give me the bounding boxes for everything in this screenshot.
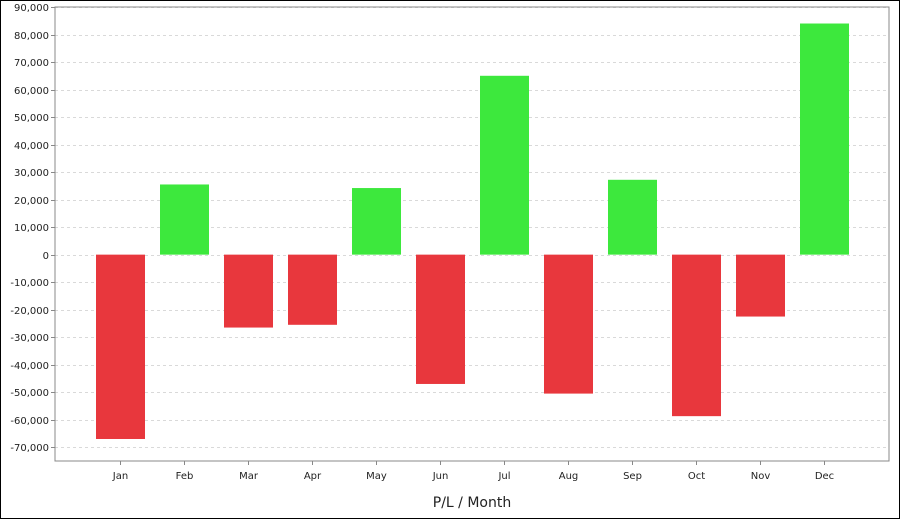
grid-lines xyxy=(55,7,889,448)
bar-nov xyxy=(736,254,785,317)
x-tick-label: Sep xyxy=(623,471,642,482)
bar-apr xyxy=(288,254,337,325)
y-tick-label: -70,000 xyxy=(10,443,49,454)
bar-sep xyxy=(608,179,657,255)
y-tick-label: 50,000 xyxy=(14,113,49,124)
y-tick-label: 80,000 xyxy=(14,31,49,42)
y-tick-label: 70,000 xyxy=(14,58,49,69)
bar-mar xyxy=(224,254,273,328)
y-tick-label: -60,000 xyxy=(10,416,49,427)
bar-jul xyxy=(480,75,529,255)
x-tick-label: Jul xyxy=(497,471,510,482)
y-tick-label: 10,000 xyxy=(14,223,49,234)
x-tick-label: Feb xyxy=(176,471,194,482)
x-tick-label: Apr xyxy=(304,471,322,482)
x-tick-label: May xyxy=(366,471,387,482)
bar-dec xyxy=(800,23,849,255)
y-axis: -70,000 -60,000 -50,000 -40,000 -30,000 -20,0… xyxy=(10,3,55,454)
x-tick-label: Mar xyxy=(239,471,259,482)
y-tick-label: 30,000 xyxy=(14,168,49,179)
x-tick-label: Aug xyxy=(559,471,579,482)
y-tick-label: -40,000 xyxy=(10,361,49,372)
bar-feb xyxy=(160,184,209,255)
bar-jan xyxy=(96,254,145,439)
y-tick-label: -30,000 xyxy=(10,333,49,344)
y-tick-label: 60,000 xyxy=(14,86,49,97)
y-tick-label: 0 xyxy=(43,251,49,262)
x-axis-title: P/L / Month xyxy=(433,495,511,511)
y-tick-label: 90,000 xyxy=(14,3,49,14)
x-tick-label: Oct xyxy=(688,471,705,482)
x-tick-label: Dec xyxy=(815,471,834,482)
bars xyxy=(96,23,849,439)
bar-aug xyxy=(544,254,593,394)
bar-jun xyxy=(416,254,465,384)
y-tick-label: -10,000 xyxy=(10,278,49,289)
bar-oct xyxy=(672,254,721,417)
x-axis: Jan Feb Mar Apr May Jun Jul Aug Sep Oct Nov Dec xyxy=(112,461,834,482)
y-tick-label: 20,000 xyxy=(14,196,49,207)
y-tick-label: -20,000 xyxy=(10,306,49,317)
x-tick-label: Jun xyxy=(432,471,449,482)
x-tick-label: Nov xyxy=(751,471,771,482)
y-tick-label: -50,000 xyxy=(10,388,49,399)
bar-may xyxy=(352,188,401,255)
plot-area xyxy=(54,6,890,462)
y-tick-label: 40,000 xyxy=(14,141,49,152)
x-tick-label: Jan xyxy=(112,471,128,482)
